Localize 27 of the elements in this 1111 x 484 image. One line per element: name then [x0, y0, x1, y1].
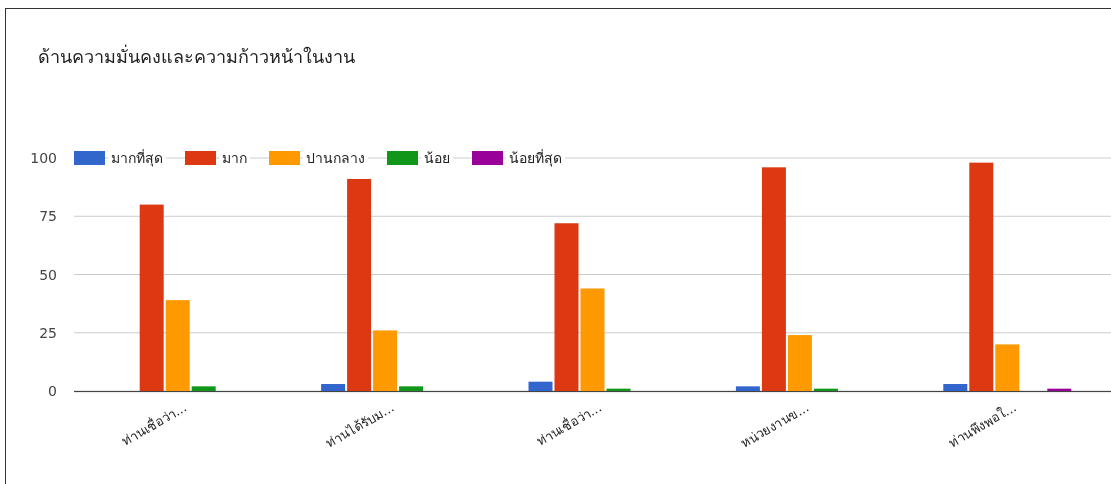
- bar: [995, 344, 1020, 391]
- y-tick-label: 100: [30, 150, 57, 166]
- legend-label: น้อย: [424, 150, 450, 166]
- y-tick-label: 50: [39, 266, 57, 283]
- bar: [139, 204, 164, 391]
- bar: [191, 386, 216, 391]
- legend-label: มากที่สุด: [111, 149, 163, 167]
- bar: [528, 381, 553, 391]
- bar: [580, 288, 605, 391]
- bar: [321, 384, 346, 391]
- bar: [373, 330, 398, 391]
- bar: [399, 386, 424, 391]
- bar: [943, 384, 968, 391]
- bar: [554, 223, 579, 391]
- legend-label: น้อยที่สุด: [509, 149, 562, 167]
- legend-label: ปานกลาง: [306, 150, 365, 166]
- bar: [165, 300, 190, 391]
- bar: [969, 162, 994, 391]
- legend-label: มาก: [222, 150, 247, 166]
- bar: [787, 335, 812, 391]
- y-tick-label: 75: [39, 208, 57, 225]
- bar: [761, 167, 786, 391]
- bar: [735, 386, 760, 391]
- y-tick-label: 0: [48, 383, 57, 399]
- y-tick-label: 25: [39, 324, 57, 341]
- chart-title: ด้านความมั่นคงและความก้าวหน้าในงาน: [38, 44, 355, 67]
- bar: [347, 178, 372, 391]
